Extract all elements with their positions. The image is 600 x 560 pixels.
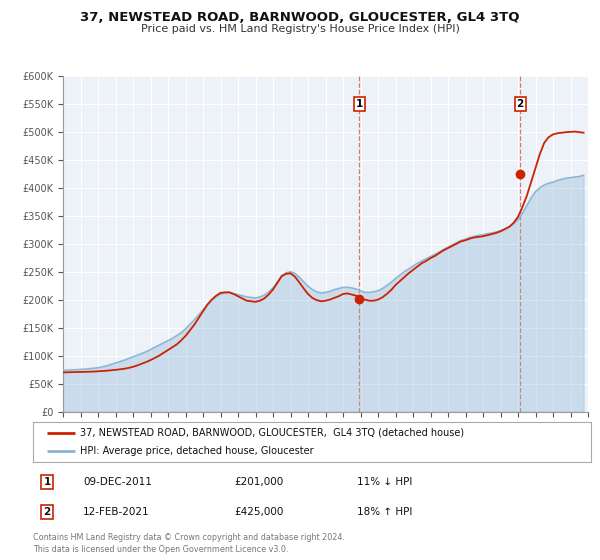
Text: 1: 1: [356, 99, 363, 109]
Text: 09-DEC-2011: 09-DEC-2011: [83, 477, 152, 487]
Text: 2: 2: [43, 507, 50, 517]
Text: HPI: Average price, detached house, Gloucester: HPI: Average price, detached house, Glou…: [80, 446, 314, 456]
Text: £201,000: £201,000: [234, 477, 283, 487]
Text: 1: 1: [43, 477, 50, 487]
Text: Price paid vs. HM Land Registry's House Price Index (HPI): Price paid vs. HM Land Registry's House …: [140, 24, 460, 34]
Text: 18% ↑ HPI: 18% ↑ HPI: [356, 507, 412, 517]
Text: 2: 2: [517, 99, 524, 109]
Text: 11% ↓ HPI: 11% ↓ HPI: [356, 477, 412, 487]
Text: 37, NEWSTEAD ROAD, BARNWOOD, GLOUCESTER,  GL4 3TQ (detached house): 37, NEWSTEAD ROAD, BARNWOOD, GLOUCESTER,…: [80, 428, 464, 437]
Text: 12-FEB-2021: 12-FEB-2021: [83, 507, 150, 517]
Text: £425,000: £425,000: [234, 507, 283, 517]
Text: 37, NEWSTEAD ROAD, BARNWOOD, GLOUCESTER, GL4 3TQ: 37, NEWSTEAD ROAD, BARNWOOD, GLOUCESTER,…: [80, 11, 520, 24]
Text: Contains HM Land Registry data © Crown copyright and database right 2024.
This d: Contains HM Land Registry data © Crown c…: [33, 533, 345, 554]
